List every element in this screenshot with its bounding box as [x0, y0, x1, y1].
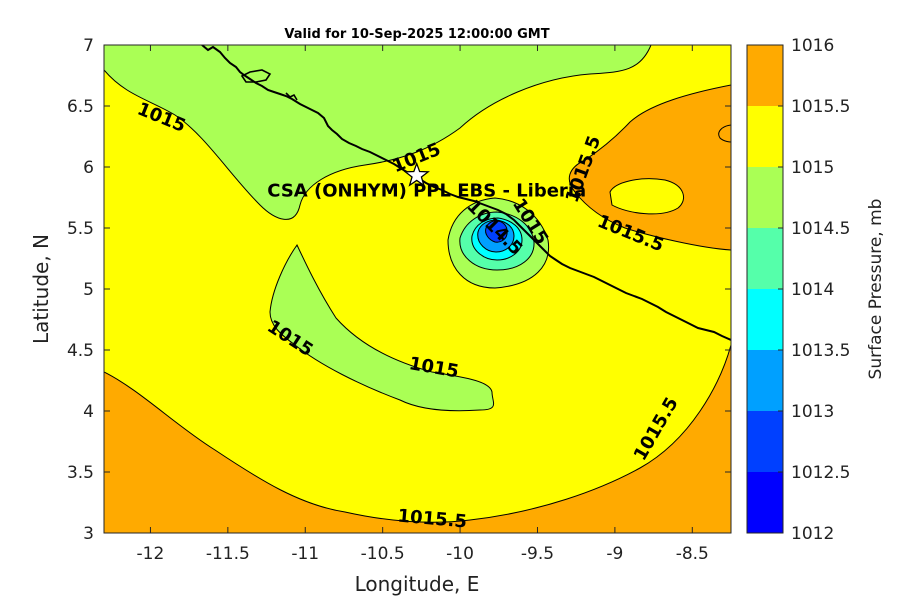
y-tick-label: 4.5 [67, 341, 94, 361]
x-tick-label: -9 [606, 544, 623, 564]
x-tick-label: -10 [446, 544, 474, 564]
pressure-band-1015-5-south [104, 344, 731, 533]
x-tick-label: -11.5 [206, 544, 250, 564]
pressure-ring-1012-5 [485, 220, 508, 243]
colorbar-tick-label: 1015 [791, 158, 834, 178]
y-tick-label: 7 [83, 36, 94, 56]
star-icon [403, 161, 430, 187]
coastline-inlet [285, 92, 298, 101]
y-tick-label: 3.5 [67, 463, 94, 483]
y-tick-label: 6 [83, 158, 94, 178]
y-axis-label: Latitude, N [29, 234, 53, 344]
colorbar-tick-label: 1016 [791, 36, 834, 56]
y-axis-ticks: 3 3.5 4 4.5 5 5.5 6 6.5 7 [67, 36, 731, 544]
colorbar-segment [747, 45, 783, 106]
colorbar-segment [747, 411, 783, 472]
x-tick-label: -9.5 [521, 544, 554, 564]
site-layer: CSA (ONHYM) PPL EBS - Liberia [267, 161, 586, 202]
pressure-blob-1015-5 [718, 124, 731, 143]
colorbar: 1012 1012.5 1013 1013.5 1014 1014.5 1015 1015.5… [746, 36, 850, 544]
y-tick-label: 4 [83, 402, 94, 422]
colorbar-tick-label: 1015.5 [791, 97, 850, 117]
colorbar-tick-label: 1014.5 [791, 219, 850, 239]
x-tick-label: -11 [291, 544, 319, 564]
pressure-pocket-1015 [609, 178, 685, 215]
pressure-band-1014-5-north [104, 45, 652, 220]
colorbar-segment [747, 472, 783, 533]
y-tick-label: 5 [83, 280, 94, 300]
colorbar-tick-label: 1013.5 [791, 341, 850, 361]
figure-title: Valid for 10-Sep-2025 12:00:00 GMT [284, 27, 549, 42]
x-tick-label: -8.5 [676, 544, 709, 564]
x-tick-label: -10.5 [361, 544, 405, 564]
colorbar-label: Surface Pressure, mb [866, 199, 886, 380]
colorbar-segment [747, 106, 783, 167]
y-tick-label: 3 [83, 524, 94, 544]
x-tick-label: -12 [137, 544, 165, 564]
x-axis-label: Longitude, E [355, 572, 480, 596]
pressure-island-1014-5 [269, 244, 494, 412]
pressure-band-1015-5-northeast [568, 84, 731, 251]
colorbar-segment [747, 228, 783, 289]
colorbar-tick-label: 1014 [791, 280, 834, 300]
colorbar-tick-label: 1013 [791, 402, 834, 422]
colorbar-segment [747, 289, 783, 350]
x-axis-ticks: -12 -11.5 -11 -10.5 -10 -9.5 -9 -8.5 [137, 45, 709, 564]
map-plot-area [104, 45, 731, 533]
y-tick-label: 5.5 [67, 219, 94, 239]
colorbar-segment [747, 350, 783, 411]
site-name: CSA (ONHYM) PPL EBS - Liberia [267, 181, 586, 202]
colorbar-segment [747, 167, 783, 228]
coastline-islet [240, 69, 272, 83]
coastline [201, 45, 731, 341]
y-tick-label: 6.5 [67, 97, 94, 117]
colorbar-tick-label: 1012.5 [791, 463, 850, 483]
colorbar-tick-label: 1012 [791, 524, 834, 544]
